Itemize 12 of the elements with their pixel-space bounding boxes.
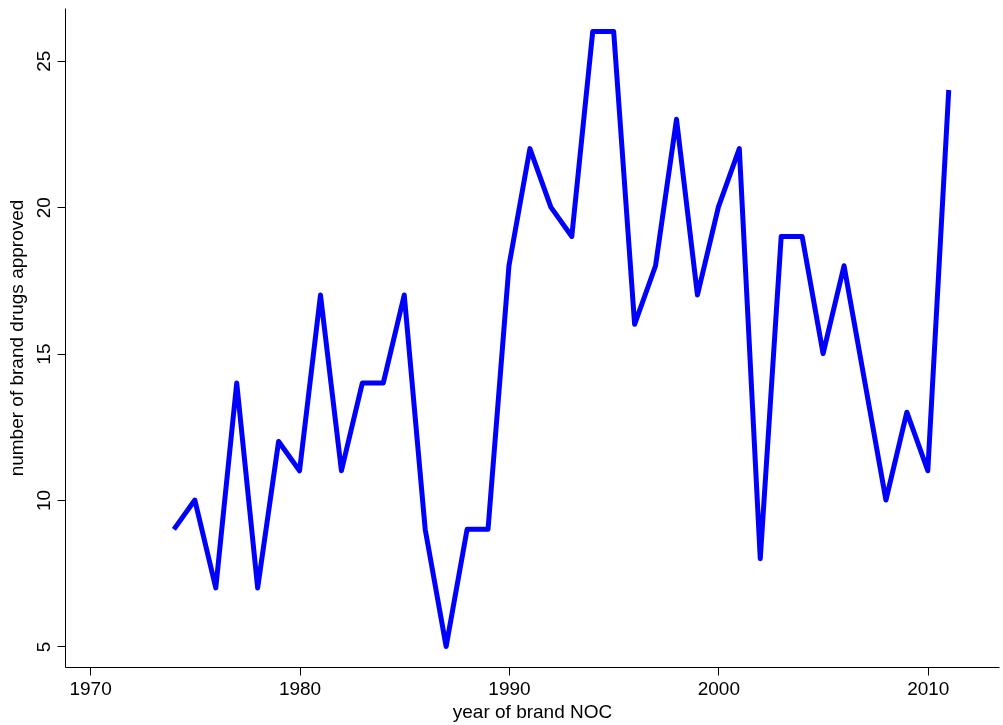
y-axis-title: number of brand drugs approved xyxy=(5,199,27,477)
x-tick-label: 2000 xyxy=(697,677,741,699)
y-tick-label: 15 xyxy=(32,343,54,365)
x-axis-title: year of brand NOC xyxy=(452,700,613,722)
x-tick-label: 1980 xyxy=(278,677,322,699)
y-tick-label: 10 xyxy=(32,489,54,512)
y-tick-label: 5 xyxy=(32,641,54,653)
x-tick-label: 2010 xyxy=(907,677,950,699)
x-tick-label: 1990 xyxy=(488,677,531,699)
y-tick-label: 20 xyxy=(32,197,54,219)
x-tick-label: 1970 xyxy=(69,677,112,699)
y-tick-label: 25 xyxy=(32,50,54,72)
